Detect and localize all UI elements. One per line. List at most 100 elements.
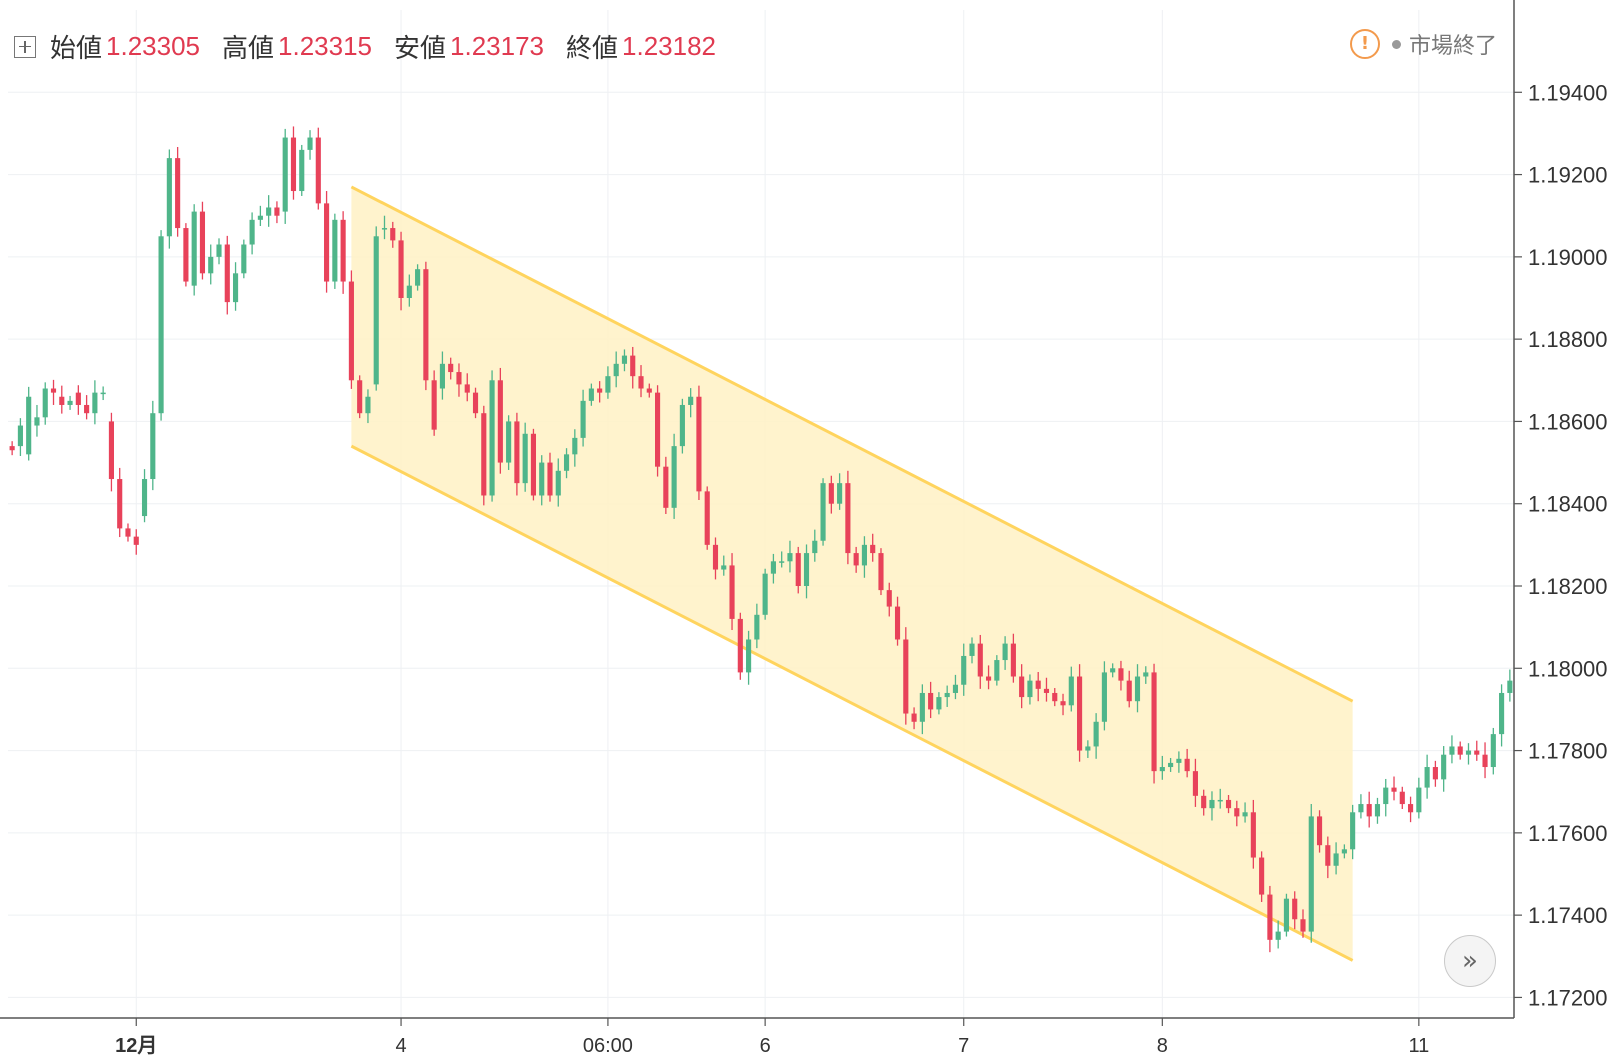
candle[interactable] xyxy=(712,544,719,570)
candle[interactable] xyxy=(1399,791,1405,805)
candle[interactable] xyxy=(1225,799,1232,809)
candle[interactable] xyxy=(348,281,354,381)
candle[interactable] xyxy=(390,228,396,241)
candle[interactable] xyxy=(224,244,230,303)
candle[interactable] xyxy=(969,643,975,656)
candle[interactable] xyxy=(1350,812,1356,850)
candle[interactable] xyxy=(108,421,114,480)
candle[interactable] xyxy=(1441,754,1447,780)
candle[interactable] xyxy=(381,228,388,230)
candle[interactable] xyxy=(439,363,445,389)
candle[interactable] xyxy=(9,446,15,451)
candle[interactable] xyxy=(506,421,512,463)
candle[interactable] xyxy=(216,244,222,257)
candle[interactable] xyxy=(1482,754,1488,768)
candle[interactable] xyxy=(456,372,462,385)
candle[interactable] xyxy=(1391,787,1397,792)
candle[interactable] xyxy=(1002,643,1008,661)
candle[interactable] xyxy=(1300,919,1306,932)
candle[interactable] xyxy=(655,392,661,467)
candle[interactable] xyxy=(357,380,363,414)
candle[interactable] xyxy=(630,355,636,377)
candle[interactable] xyxy=(1217,799,1223,802)
candle[interactable] xyxy=(530,433,537,496)
candle[interactable] xyxy=(1267,894,1273,940)
candle[interactable] xyxy=(34,417,40,426)
candle[interactable] xyxy=(199,211,206,274)
candle[interactable] xyxy=(944,692,950,698)
candle[interactable] xyxy=(1209,799,1215,809)
candle[interactable] xyxy=(613,363,619,377)
candle[interactable] xyxy=(977,643,983,677)
candle[interactable] xyxy=(59,396,65,405)
candle[interactable] xyxy=(886,590,892,607)
candle[interactable] xyxy=(191,211,197,286)
candle[interactable] xyxy=(1126,680,1132,702)
candle[interactable] xyxy=(125,528,131,537)
candle[interactable] xyxy=(1201,795,1207,809)
candle[interactable] xyxy=(1325,845,1331,866)
candle[interactable] xyxy=(26,396,32,455)
candle[interactable] xyxy=(1035,680,1041,689)
candle[interactable] xyxy=(746,639,752,673)
candle[interactable] xyxy=(1118,668,1124,681)
candle[interactable] xyxy=(324,203,330,282)
candle[interactable] xyxy=(605,376,611,393)
candle[interactable] xyxy=(514,421,520,484)
candle[interactable] xyxy=(563,454,570,471)
candle[interactable] xyxy=(1068,676,1074,706)
candle[interactable] xyxy=(340,219,346,282)
candle[interactable] xyxy=(1283,898,1290,932)
candle[interactable] xyxy=(232,273,239,303)
candle[interactable] xyxy=(373,236,379,385)
candle[interactable] xyxy=(489,380,495,496)
candle[interactable] xyxy=(812,540,818,554)
candle[interactable] xyxy=(1110,668,1116,673)
candle[interactable] xyxy=(638,376,644,389)
candle[interactable] xyxy=(472,392,479,414)
candle[interactable] xyxy=(464,384,470,393)
candle[interactable] xyxy=(141,479,148,517)
candle[interactable] xyxy=(42,388,48,418)
candle[interactable] xyxy=(117,479,123,529)
candle[interactable] xyxy=(1507,680,1513,693)
candle[interactable] xyxy=(423,269,429,381)
candle[interactable] xyxy=(1134,676,1141,702)
candle[interactable] xyxy=(1490,734,1496,768)
channel-lower-line[interactable] xyxy=(350,444,1354,962)
candle[interactable] xyxy=(315,137,321,204)
candle[interactable] xyxy=(779,561,785,563)
candle[interactable] xyxy=(1010,643,1016,677)
candle[interactable] xyxy=(1159,767,1165,772)
candle[interactable] xyxy=(1093,721,1099,747)
candle[interactable] xyxy=(406,285,412,298)
candle[interactable] xyxy=(1259,857,1265,895)
candle[interactable] xyxy=(555,470,561,496)
candle[interactable] xyxy=(1250,812,1256,858)
candle[interactable] xyxy=(1292,898,1298,920)
candle[interactable] xyxy=(688,396,694,405)
candle[interactable] xyxy=(84,404,90,414)
candle[interactable] xyxy=(1474,750,1480,755)
candle[interactable] xyxy=(1432,767,1438,780)
candle[interactable] xyxy=(1184,758,1190,772)
candle[interactable] xyxy=(1465,750,1472,755)
candle[interactable] xyxy=(398,240,404,298)
candle[interactable] xyxy=(729,565,735,619)
candle[interactable] xyxy=(770,561,776,574)
channel-upper-line[interactable] xyxy=(350,185,1354,703)
candle[interactable] xyxy=(539,462,545,496)
candle[interactable] xyxy=(1308,816,1314,932)
candle[interactable] xyxy=(878,553,884,591)
candle[interactable] xyxy=(671,446,677,508)
candle[interactable] xyxy=(696,396,702,492)
candle[interactable] xyxy=(282,137,288,212)
candle[interactable] xyxy=(1151,672,1157,772)
candle[interactable] xyxy=(795,553,801,586)
candle[interactable] xyxy=(861,544,867,566)
candle[interactable] xyxy=(1408,804,1414,813)
candle[interactable] xyxy=(183,228,189,282)
candle[interactable] xyxy=(1275,931,1281,940)
